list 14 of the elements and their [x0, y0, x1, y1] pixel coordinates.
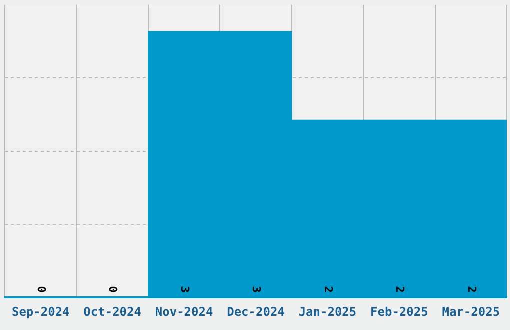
x-tick-label: Oct-2024	[84, 304, 142, 319]
data-label: 2	[322, 286, 335, 293]
x-tick-label: Dec-2024	[227, 304, 285, 319]
data-label: 2	[465, 286, 478, 293]
x-tick-label: Nov-2024	[155, 304, 214, 319]
x-tick-label: Feb-2025	[370, 304, 428, 319]
data-label: 3	[178, 286, 192, 293]
x-tick-label: Sep-2024	[12, 304, 70, 319]
data-label: 3	[250, 286, 264, 293]
data-label: 0	[106, 286, 120, 293]
x-tick-label: Mar-2025	[442, 304, 500, 319]
data-label: 0	[35, 286, 48, 293]
x-tick-label: Jan-2025	[298, 304, 357, 319]
data-label: 2	[394, 286, 407, 293]
